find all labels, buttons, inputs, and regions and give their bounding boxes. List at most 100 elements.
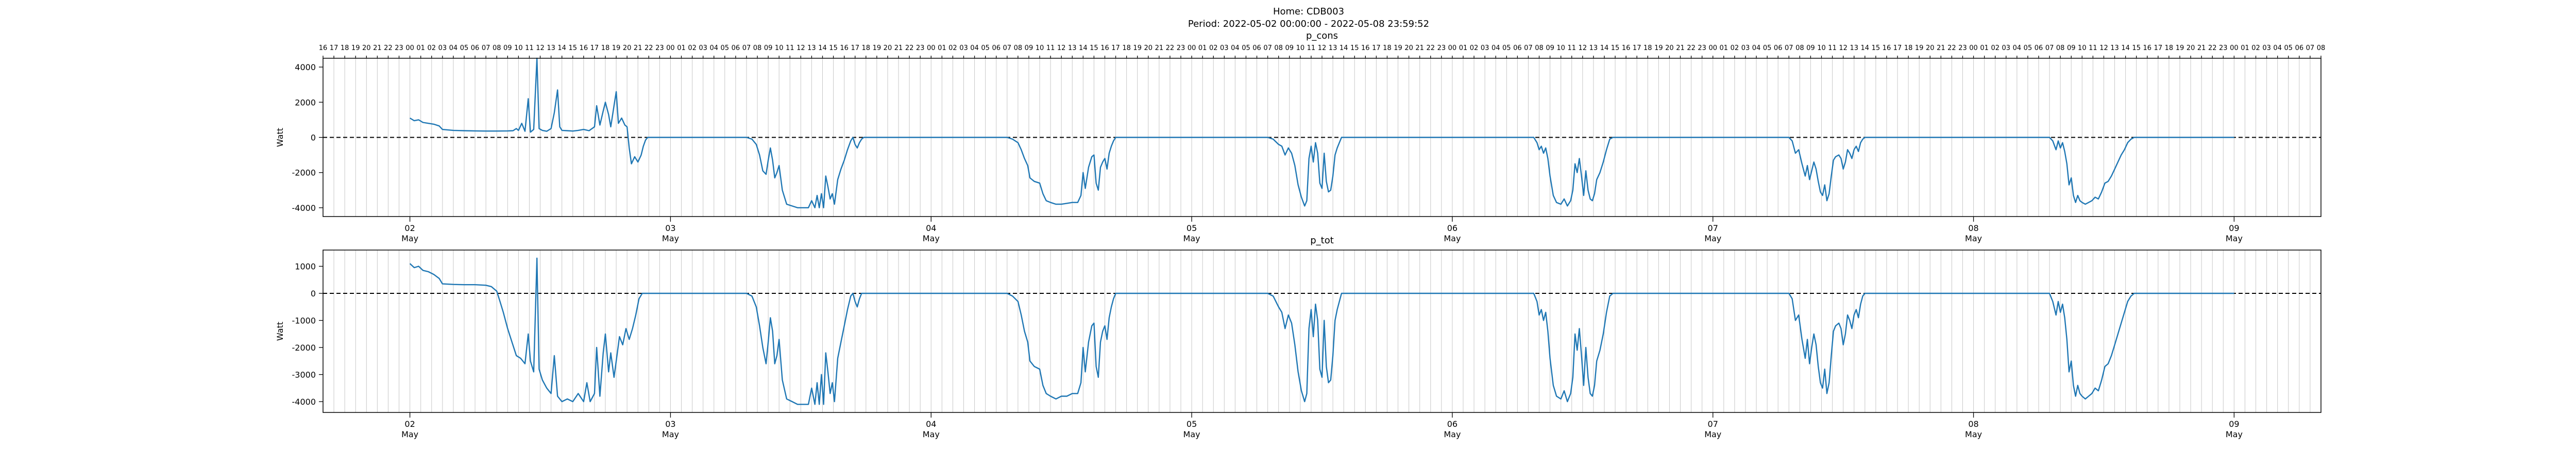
hour-tick-label: 21 bbox=[1155, 44, 1164, 52]
hour-tick-label: 12 bbox=[2099, 44, 2108, 52]
hour-tick-label: 23 bbox=[2219, 44, 2228, 52]
hour-tick-label: 22 bbox=[384, 44, 393, 52]
hour-tick-label: 08 bbox=[1535, 44, 1544, 52]
hour-tick-label: 05 bbox=[1502, 44, 1511, 52]
hour-tick-label: 22 bbox=[1166, 44, 1175, 52]
hour-tick-label: 02 bbox=[427, 44, 436, 52]
day-tick-label: 02 bbox=[404, 223, 415, 233]
hour-tick-label: 05 bbox=[2024, 44, 2032, 52]
hour-tick-label: 21 bbox=[373, 44, 382, 52]
month-tick-label: May bbox=[2226, 234, 2243, 243]
day-tick-label: 07 bbox=[1708, 419, 1718, 429]
hour-tick-label: 12 bbox=[1839, 44, 1848, 52]
month-tick-label: May bbox=[401, 234, 418, 243]
day-tick-label: 05 bbox=[1187, 223, 1197, 233]
hour-tick-label: 07 bbox=[1785, 44, 1793, 52]
hour-tick-label: 09 bbox=[1025, 44, 1033, 52]
hour-tick-label: 10 bbox=[514, 44, 523, 52]
hour-tick-label: 23 bbox=[1437, 44, 1446, 52]
hour-tick-label: 00 bbox=[927, 44, 936, 52]
hour-tick-label: 11 bbox=[1046, 44, 1055, 52]
hour-tick-label: 00 bbox=[666, 44, 675, 52]
hour-tick-label: 09 bbox=[2067, 44, 2076, 52]
hour-tick-label: 19 bbox=[612, 44, 621, 52]
hour-tick-label: 04 bbox=[709, 44, 718, 52]
hour-tick-label: 21 bbox=[1937, 44, 1945, 52]
hour-tick-label: 14 bbox=[1340, 44, 1348, 52]
y-tick-label: 4000 bbox=[295, 62, 316, 72]
figure-title-line2: Period: 2022-05-02 00:00:00 - 2022-05-08… bbox=[1188, 19, 1429, 29]
day-tick-label: 09 bbox=[2229, 223, 2239, 233]
hour-tick-label: 14 bbox=[818, 44, 827, 52]
hour-tick-label: 18 bbox=[1904, 44, 1913, 52]
hour-tick-label: 17 bbox=[1111, 44, 1120, 52]
hour-tick-label: 08 bbox=[2317, 44, 2326, 52]
hour-tick-label: 15 bbox=[1350, 44, 1359, 52]
hour-tick-label: 09 bbox=[1546, 44, 1554, 52]
hour-tick-label: 06 bbox=[1252, 44, 1261, 52]
hour-tick-label: 19 bbox=[873, 44, 882, 52]
figure-title-line1: Home: CDB003 bbox=[1273, 6, 1344, 17]
top-hour-ticks: 16 17 18 19 20 21 22 23 00 01 02 03 04 05 06 07 08 09 10 11… bbox=[319, 44, 2326, 58]
hour-tick-label: 06 bbox=[2035, 44, 2043, 52]
hour-tick-label: 18 bbox=[1643, 44, 1652, 52]
hour-tick-label: 07 bbox=[1524, 44, 1533, 52]
hour-tick-label: 20 bbox=[1144, 44, 1153, 52]
hour-tick-label: 08 bbox=[1014, 44, 1023, 52]
hour-tick-label: 06 bbox=[1513, 44, 1522, 52]
hour-tick-label: 11 bbox=[1567, 44, 1576, 52]
hour-tick-label: 18 bbox=[1122, 44, 1131, 52]
hour-tick-label: 09 bbox=[1285, 44, 1294, 52]
hour-tick-label: 22 bbox=[1947, 44, 1956, 52]
hour-tick-label: 00 bbox=[2230, 44, 2239, 52]
y-tick-label: 2000 bbox=[295, 97, 316, 107]
hour-tick-label: 19 bbox=[1915, 44, 1924, 52]
hour-tick-label: 09 bbox=[1806, 44, 1815, 52]
hour-tick-label: 17 bbox=[1633, 44, 1641, 52]
hour-tick-label: 12 bbox=[536, 44, 545, 52]
hour-tick-label: 13 bbox=[1850, 44, 1858, 52]
hour-tick-label: 21 bbox=[894, 44, 903, 52]
hour-tick-label: 07 bbox=[1263, 44, 1272, 52]
hour-tick-label: 01 bbox=[1459, 44, 1468, 52]
series-line-p-tot bbox=[409, 257, 2234, 405]
month-tick-label: May bbox=[1704, 234, 1721, 243]
hour-tick-label: 05 bbox=[721, 44, 730, 52]
y-tick-label: -1000 bbox=[292, 316, 316, 326]
hour-tick-label: 05 bbox=[1763, 44, 1772, 52]
y-tick-label: 0 bbox=[311, 289, 316, 299]
hour-tick-label: 16 bbox=[319, 44, 328, 52]
hour-tick-label: 06 bbox=[471, 44, 480, 52]
month-tick-label: May bbox=[662, 234, 679, 243]
hour-tick-label: 18 bbox=[341, 44, 349, 52]
day-tick-label: 02 bbox=[404, 419, 415, 429]
hour-tick-label: 04 bbox=[2273, 44, 2282, 52]
hour-tick-label: 04 bbox=[1492, 44, 1500, 52]
hour-tick-label: 03 bbox=[2262, 44, 2271, 52]
hour-tick-label: 00 bbox=[1188, 44, 1196, 52]
hour-tick-label: 22 bbox=[2208, 44, 2217, 52]
y-tick-label: -2000 bbox=[292, 343, 316, 353]
hour-tick-label: 03 bbox=[1220, 44, 1229, 52]
hour-tick-label: 20 bbox=[1404, 44, 1413, 52]
hour-tick-label: 16 bbox=[580, 44, 588, 52]
hour-tick-label: 11 bbox=[1307, 44, 1316, 52]
hour-tick-label: 05 bbox=[1242, 44, 1250, 52]
hour-tick-label: 15 bbox=[829, 44, 838, 52]
hour-tick-label: 06 bbox=[2295, 44, 2304, 52]
hour-tick-label: 16 bbox=[1100, 44, 1109, 52]
hour-tick-label: 06 bbox=[732, 44, 740, 52]
hour-tick-label: 23 bbox=[395, 44, 403, 52]
month-tick-label: May bbox=[1704, 429, 1721, 439]
hour-tick-label: 01 bbox=[416, 44, 425, 52]
y-tick-label: -4000 bbox=[292, 397, 316, 407]
hour-tick-label: 20 bbox=[1926, 44, 1935, 52]
hour-tick-label: 19 bbox=[351, 44, 360, 52]
hour-tick-label: 19 bbox=[1394, 44, 1402, 52]
hour-tick-label: 15 bbox=[1872, 44, 1880, 52]
hour-tick-label: 18 bbox=[601, 44, 610, 52]
hour-tick-label: 17 bbox=[590, 44, 599, 52]
hour-tick-label: 17 bbox=[2154, 44, 2163, 52]
